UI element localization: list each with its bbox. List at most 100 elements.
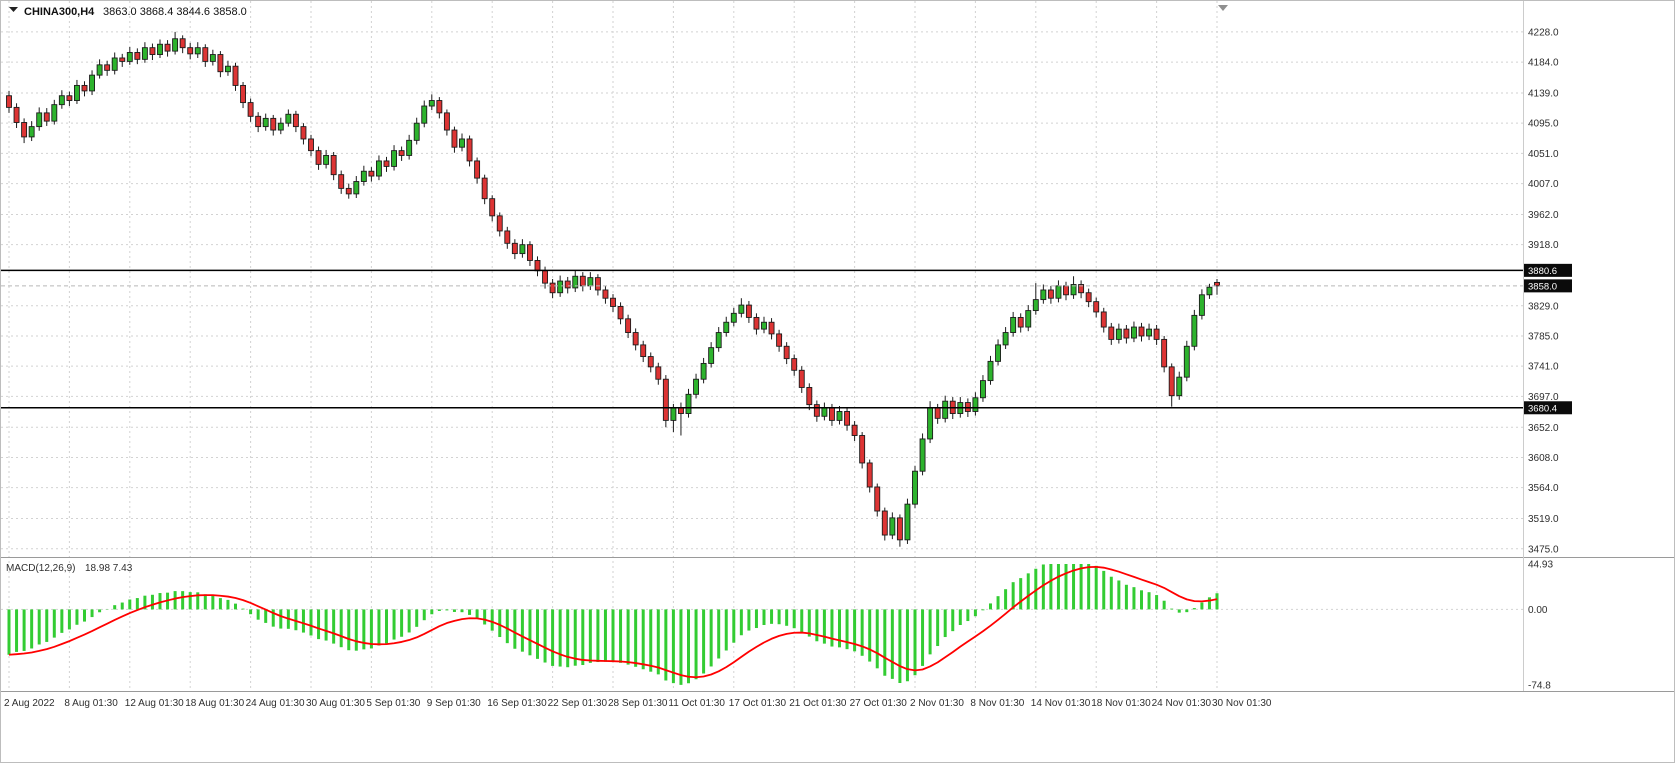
candle-bear: [368, 170, 375, 177]
candle-bear: [270, 117, 277, 131]
candle-bear: [247, 102, 254, 117]
candle-bull: [1010, 316, 1017, 333]
candle-bear: [504, 230, 511, 244]
macd-axis-tick-label: 0.00: [1528, 605, 1548, 616]
time-axis-tick-label[interactable]: 30 Aug 01:30: [306, 698, 365, 709]
price-axis-tick-label[interactable]: 3475.0: [1528, 544, 1559, 555]
price-axis-tick-label[interactable]: 3564.0: [1528, 483, 1559, 494]
candle-bear: [81, 84, 88, 92]
candle-bear: [617, 306, 624, 320]
candle-bull: [51, 104, 58, 122]
symbol-dropdown-icon[interactable]: [9, 7, 18, 12]
candle-bear: [1108, 326, 1115, 340]
price-axis-tick-label[interactable]: 3697.0: [1528, 392, 1559, 403]
candle-bear: [647, 356, 654, 368]
price-axis-tick-label[interactable]: 3741.0: [1528, 362, 1559, 373]
candle-bear: [1214, 281, 1220, 287]
candle-bear: [315, 150, 322, 165]
time-axis-tick-label[interactable]: 11 Oct 01:30: [668, 698, 725, 709]
candle-bull: [36, 112, 43, 128]
candle-bear: [489, 198, 496, 217]
time-axis-tick-label[interactable]: 2 Aug 2022: [4, 698, 55, 709]
time-axis-tick-label[interactable]: 24 Nov 01:30: [1152, 698, 1212, 709]
candle-bull: [995, 344, 1001, 362]
price-axis-tick-label[interactable]: 3785.0: [1528, 331, 1559, 342]
candle-bear: [496, 215, 503, 232]
candle-bull: [157, 43, 163, 55]
candle-bull: [209, 54, 216, 62]
candle-bull: [1176, 376, 1183, 397]
price-axis-tick-label[interactable]: 4095.0: [1528, 119, 1559, 130]
price-axis-tick-label[interactable]: 4051.0: [1528, 149, 1559, 160]
candle-bull: [58, 95, 65, 106]
time-axis-tick-label[interactable]: 12 Aug 01:30: [125, 698, 184, 709]
candle-bear: [202, 47, 209, 62]
candle-bull: [730, 312, 737, 323]
chart-shift-marker-icon[interactable]: [1218, 5, 1228, 11]
candle-bear: [829, 407, 835, 421]
macd-indicator-values: 18.98 7.43: [85, 563, 133, 574]
candle-bull: [1206, 286, 1213, 296]
time-axis-tick-label[interactable]: 27 Oct 01:30: [850, 698, 908, 709]
ohlc-readout: 3863.0 3868.4 3844.6 3858.0: [103, 6, 247, 18]
candle-bull: [1032, 299, 1039, 312]
candle-bull: [1191, 314, 1198, 347]
candle-bull: [942, 400, 949, 419]
price-axis-tick-label[interactable]: 3519.0: [1528, 514, 1559, 525]
time-axis-tick-label[interactable]: 22 Sep 01:30: [548, 698, 608, 709]
price-axis-tick-label[interactable]: 3918.0: [1528, 240, 1559, 251]
candle-bull: [1070, 284, 1077, 296]
candle-bull: [1183, 345, 1190, 378]
candle-bear: [1047, 289, 1054, 299]
price-axis-tick-label[interactable]: 4184.0: [1528, 58, 1559, 69]
time-axis-tick-label[interactable]: 2 Nov 01:30: [910, 698, 964, 709]
time-axis-tick-label[interactable]: 9 Sep 01:30: [427, 698, 481, 709]
price-axis-tick-label[interactable]: 3962.0: [1528, 210, 1559, 221]
candle-bear: [13, 106, 20, 123]
time-axis-tick-label[interactable]: 14 Nov 01:30: [1031, 698, 1091, 709]
price-axis-tick-label[interactable]: 4139.0: [1528, 88, 1559, 99]
candle-bull: [572, 275, 579, 289]
candle-bear: [330, 154, 337, 176]
time-axis-tick-label[interactable]: 21 Oct 01:30: [789, 698, 847, 709]
candle-bear: [345, 187, 352, 195]
candle-bear: [1153, 328, 1160, 340]
price-axis-tick-label[interactable]: 4007.0: [1528, 179, 1559, 190]
time-axis-tick-label[interactable]: 8 Aug 01:30: [64, 698, 118, 709]
candle-bear: [594, 277, 601, 291]
candle-bear: [527, 244, 533, 261]
time-axis-tick-label[interactable]: 30 Nov 01:30: [1212, 698, 1272, 709]
candle-bull: [519, 244, 526, 255]
time-axis-tick-label[interactable]: 18 Aug 01:30: [185, 698, 244, 709]
candle-bull: [1025, 310, 1032, 328]
price-axis-tick-label[interactable]: 3829.0: [1528, 301, 1559, 312]
time-axis-tick-label[interactable]: 17 Oct 01:30: [729, 698, 787, 709]
candle-bear: [662, 378, 669, 421]
candle-bear: [474, 160, 481, 179]
candle-bear: [66, 95, 73, 101]
time-axis-tick-label[interactable]: 16 Sep 01:30: [487, 698, 547, 709]
price-axis-tick-label[interactable]: 3608.0: [1528, 453, 1559, 464]
time-axis-tick-label[interactable]: 28 Sep 01:30: [608, 698, 668, 709]
price-axis-tick-label[interactable]: 4228.0: [1528, 27, 1559, 38]
candle-bear: [240, 84, 247, 104]
candle-bull: [904, 503, 911, 541]
candle-bear: [1078, 284, 1085, 294]
candle-bear: [798, 369, 805, 388]
price-axis-tick-label[interactable]: 3652.0: [1528, 423, 1559, 434]
candle-bull: [708, 347, 715, 364]
time-axis-tick-label[interactable]: 18 Nov 01:30: [1091, 698, 1151, 709]
time-axis-tick-label[interactable]: 5 Sep 01:30: [366, 698, 420, 709]
candle-bull: [1055, 285, 1062, 299]
candle-bull: [1198, 294, 1205, 316]
candle-bear: [1138, 326, 1145, 337]
candle-bear: [466, 138, 473, 162]
candle-bear: [625, 318, 632, 333]
time-axis-tick-label[interactable]: 24 Aug 01:30: [246, 698, 305, 709]
candle-bear: [745, 304, 752, 318]
candle-bull: [587, 277, 594, 287]
candle-bear: [549, 282, 556, 294]
time-axis-tick-label[interactable]: 8 Nov 01:30: [970, 698, 1024, 709]
